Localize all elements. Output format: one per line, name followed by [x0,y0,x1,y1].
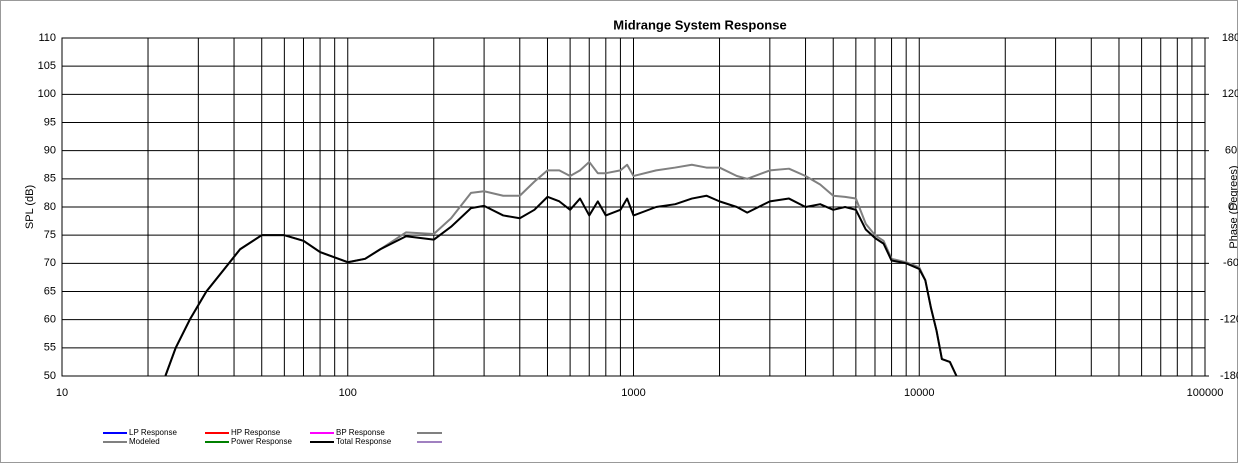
chart-title: Midrange System Response [613,17,786,32]
y-tick-label: 110 [38,32,56,44]
y-tick-label: 105 [38,60,56,72]
y-tick-label: 65 [44,285,56,297]
y-tick-label: 60 [44,314,56,326]
x-tick-label: 100 [339,387,357,399]
x-tick-label: 10 [56,387,68,399]
y-axis-label: SPL (dB) [24,185,36,229]
y2-tick-label: 0 [1228,201,1234,213]
x-tick-label: 1000 [621,387,645,399]
series-line [164,194,958,377]
y-tick-label: 90 [44,145,56,157]
y2-tick-label: -120 [1220,314,1238,326]
y-tick-label: 95 [44,116,56,128]
legend-label: Total Response [336,437,392,446]
y-tick-label: 55 [44,342,56,354]
y2-tick-label: 60 [1225,145,1237,157]
y2-tick-label: 180 [1222,32,1238,44]
y2-axis-label: Phase (Degrees) [1228,165,1238,248]
legend-label: BP Response [336,428,385,437]
y2-tick-label: -180 [1220,370,1238,382]
y-tick-label: 75 [44,229,56,241]
legend-label: LP Response [129,428,177,437]
y2-tick-label: 120 [1222,88,1238,100]
y-tick-label: 80 [44,201,56,213]
x-tick-label: 10000 [904,387,935,399]
legend-label: HP Response [231,428,281,437]
x-tick-label: 100000 [1187,387,1224,399]
legend-label: Power Response [231,437,292,446]
plot-border [61,37,1206,377]
y-tick-label: 100 [38,88,56,100]
y-tick-label: 50 [44,370,56,382]
legend-label: Modeled [129,437,160,446]
y-tick-label: 85 [44,173,56,185]
y-tick-label: 70 [44,257,56,269]
y2-tick-label: -60 [1223,257,1238,269]
